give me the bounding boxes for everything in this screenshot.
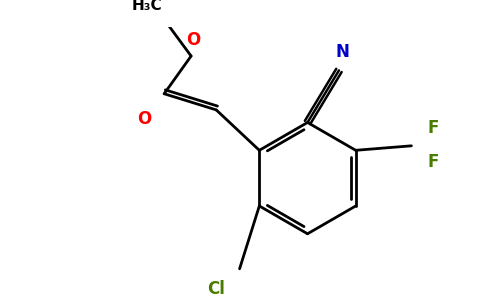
Text: Cl: Cl <box>207 280 225 298</box>
Text: N: N <box>335 44 349 62</box>
Text: H₃C: H₃C <box>132 0 162 13</box>
Text: F: F <box>427 153 439 171</box>
Text: F: F <box>427 119 439 137</box>
Text: O: O <box>186 31 200 49</box>
Text: O: O <box>137 110 151 128</box>
